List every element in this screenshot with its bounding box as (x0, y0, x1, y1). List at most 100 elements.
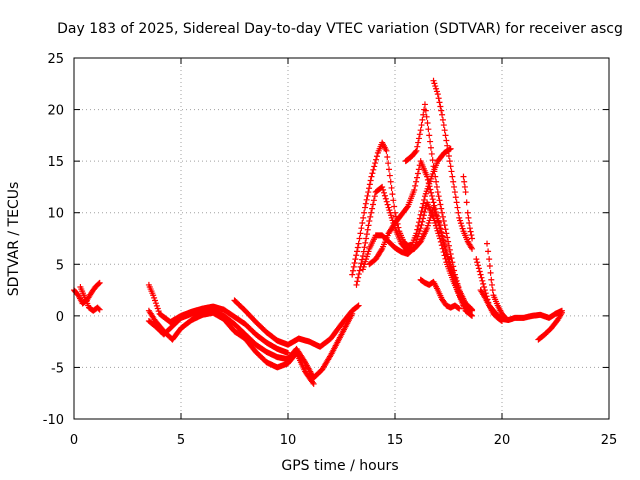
data-point (469, 307, 476, 314)
data-point (439, 213, 446, 220)
data-point (363, 231, 370, 238)
data-point (457, 217, 464, 224)
data-point (441, 243, 448, 250)
data-point (426, 183, 433, 190)
data-point (417, 225, 424, 232)
data-point (463, 199, 470, 206)
data-point (451, 271, 458, 278)
data-point (386, 166, 393, 173)
data-point (367, 213, 374, 220)
points-layer (71, 77, 565, 387)
data-point (477, 271, 484, 278)
data-point (424, 119, 431, 126)
data-point (371, 193, 378, 200)
data-point (153, 302, 160, 309)
data-point (417, 127, 424, 134)
data-point (411, 187, 418, 194)
y-tick-label: 15 (47, 155, 64, 170)
data-point (421, 101, 428, 108)
data-point (466, 220, 473, 227)
y-tick-label: 10 (47, 207, 64, 222)
data-point (443, 230, 450, 237)
data-point (432, 205, 439, 212)
data-point (150, 292, 157, 299)
data-point (468, 307, 475, 314)
data-point (428, 150, 435, 157)
data-point (388, 184, 395, 191)
data-point (387, 178, 394, 185)
data-point (416, 227, 423, 234)
data-point (434, 91, 441, 98)
data-point (415, 166, 422, 173)
data-point (358, 225, 365, 232)
data-point (383, 198, 390, 205)
data-point (369, 201, 376, 208)
data-point (366, 217, 373, 224)
data-point (450, 263, 457, 270)
data-point (439, 116, 446, 123)
data-point (453, 277, 460, 284)
data-point (355, 240, 362, 247)
data-point (353, 252, 360, 259)
data-point (361, 209, 368, 216)
data-point (354, 278, 361, 285)
data-point (466, 225, 473, 232)
data-point (468, 232, 475, 239)
data-point (420, 111, 427, 118)
data-point (441, 222, 448, 229)
data-point (379, 183, 386, 190)
data-point (485, 248, 492, 255)
data-point (359, 220, 366, 227)
data-point (429, 196, 436, 203)
x-tick-label: 25 (601, 433, 618, 448)
data-point (440, 239, 447, 246)
data-point (420, 212, 427, 219)
data-point (351, 259, 358, 266)
data-point (457, 293, 464, 300)
data-point (442, 226, 449, 233)
data-point (155, 308, 162, 315)
data-point (457, 220, 464, 227)
data-point (436, 99, 443, 106)
data-point (353, 281, 360, 288)
data-point (384, 154, 391, 161)
data-point (358, 260, 365, 267)
data-point (456, 214, 463, 221)
data-point (461, 183, 468, 190)
data-point (414, 174, 421, 181)
data-point (362, 239, 369, 246)
data-point (390, 197, 397, 204)
data-point (424, 176, 431, 183)
data-point (414, 143, 421, 150)
data-point (418, 208, 425, 215)
data-point (354, 303, 361, 310)
plot-frame (73, 57, 610, 420)
data-point (403, 204, 410, 211)
data-point (433, 183, 440, 190)
data-point (481, 283, 488, 290)
data-point (454, 280, 461, 287)
data-point (419, 116, 426, 123)
data-point (433, 85, 440, 92)
data-point (413, 178, 420, 185)
data-point (368, 209, 375, 216)
data-point (381, 192, 388, 199)
data-point (467, 228, 474, 235)
data-point (469, 245, 476, 252)
data-point (380, 189, 387, 196)
data-point (456, 305, 463, 312)
data-point (469, 312, 476, 319)
data-point (414, 233, 421, 240)
data-point (488, 276, 495, 283)
data-point (362, 200, 369, 207)
data-point (371, 163, 378, 170)
data-point (415, 135, 422, 142)
series-arc (535, 309, 565, 343)
data-point (424, 173, 431, 180)
data-point (447, 163, 454, 170)
data-point (489, 281, 496, 288)
x-tick-label: 10 (280, 433, 297, 448)
data-point (436, 197, 443, 204)
data-point (355, 274, 362, 281)
grid-layer (74, 58, 609, 419)
